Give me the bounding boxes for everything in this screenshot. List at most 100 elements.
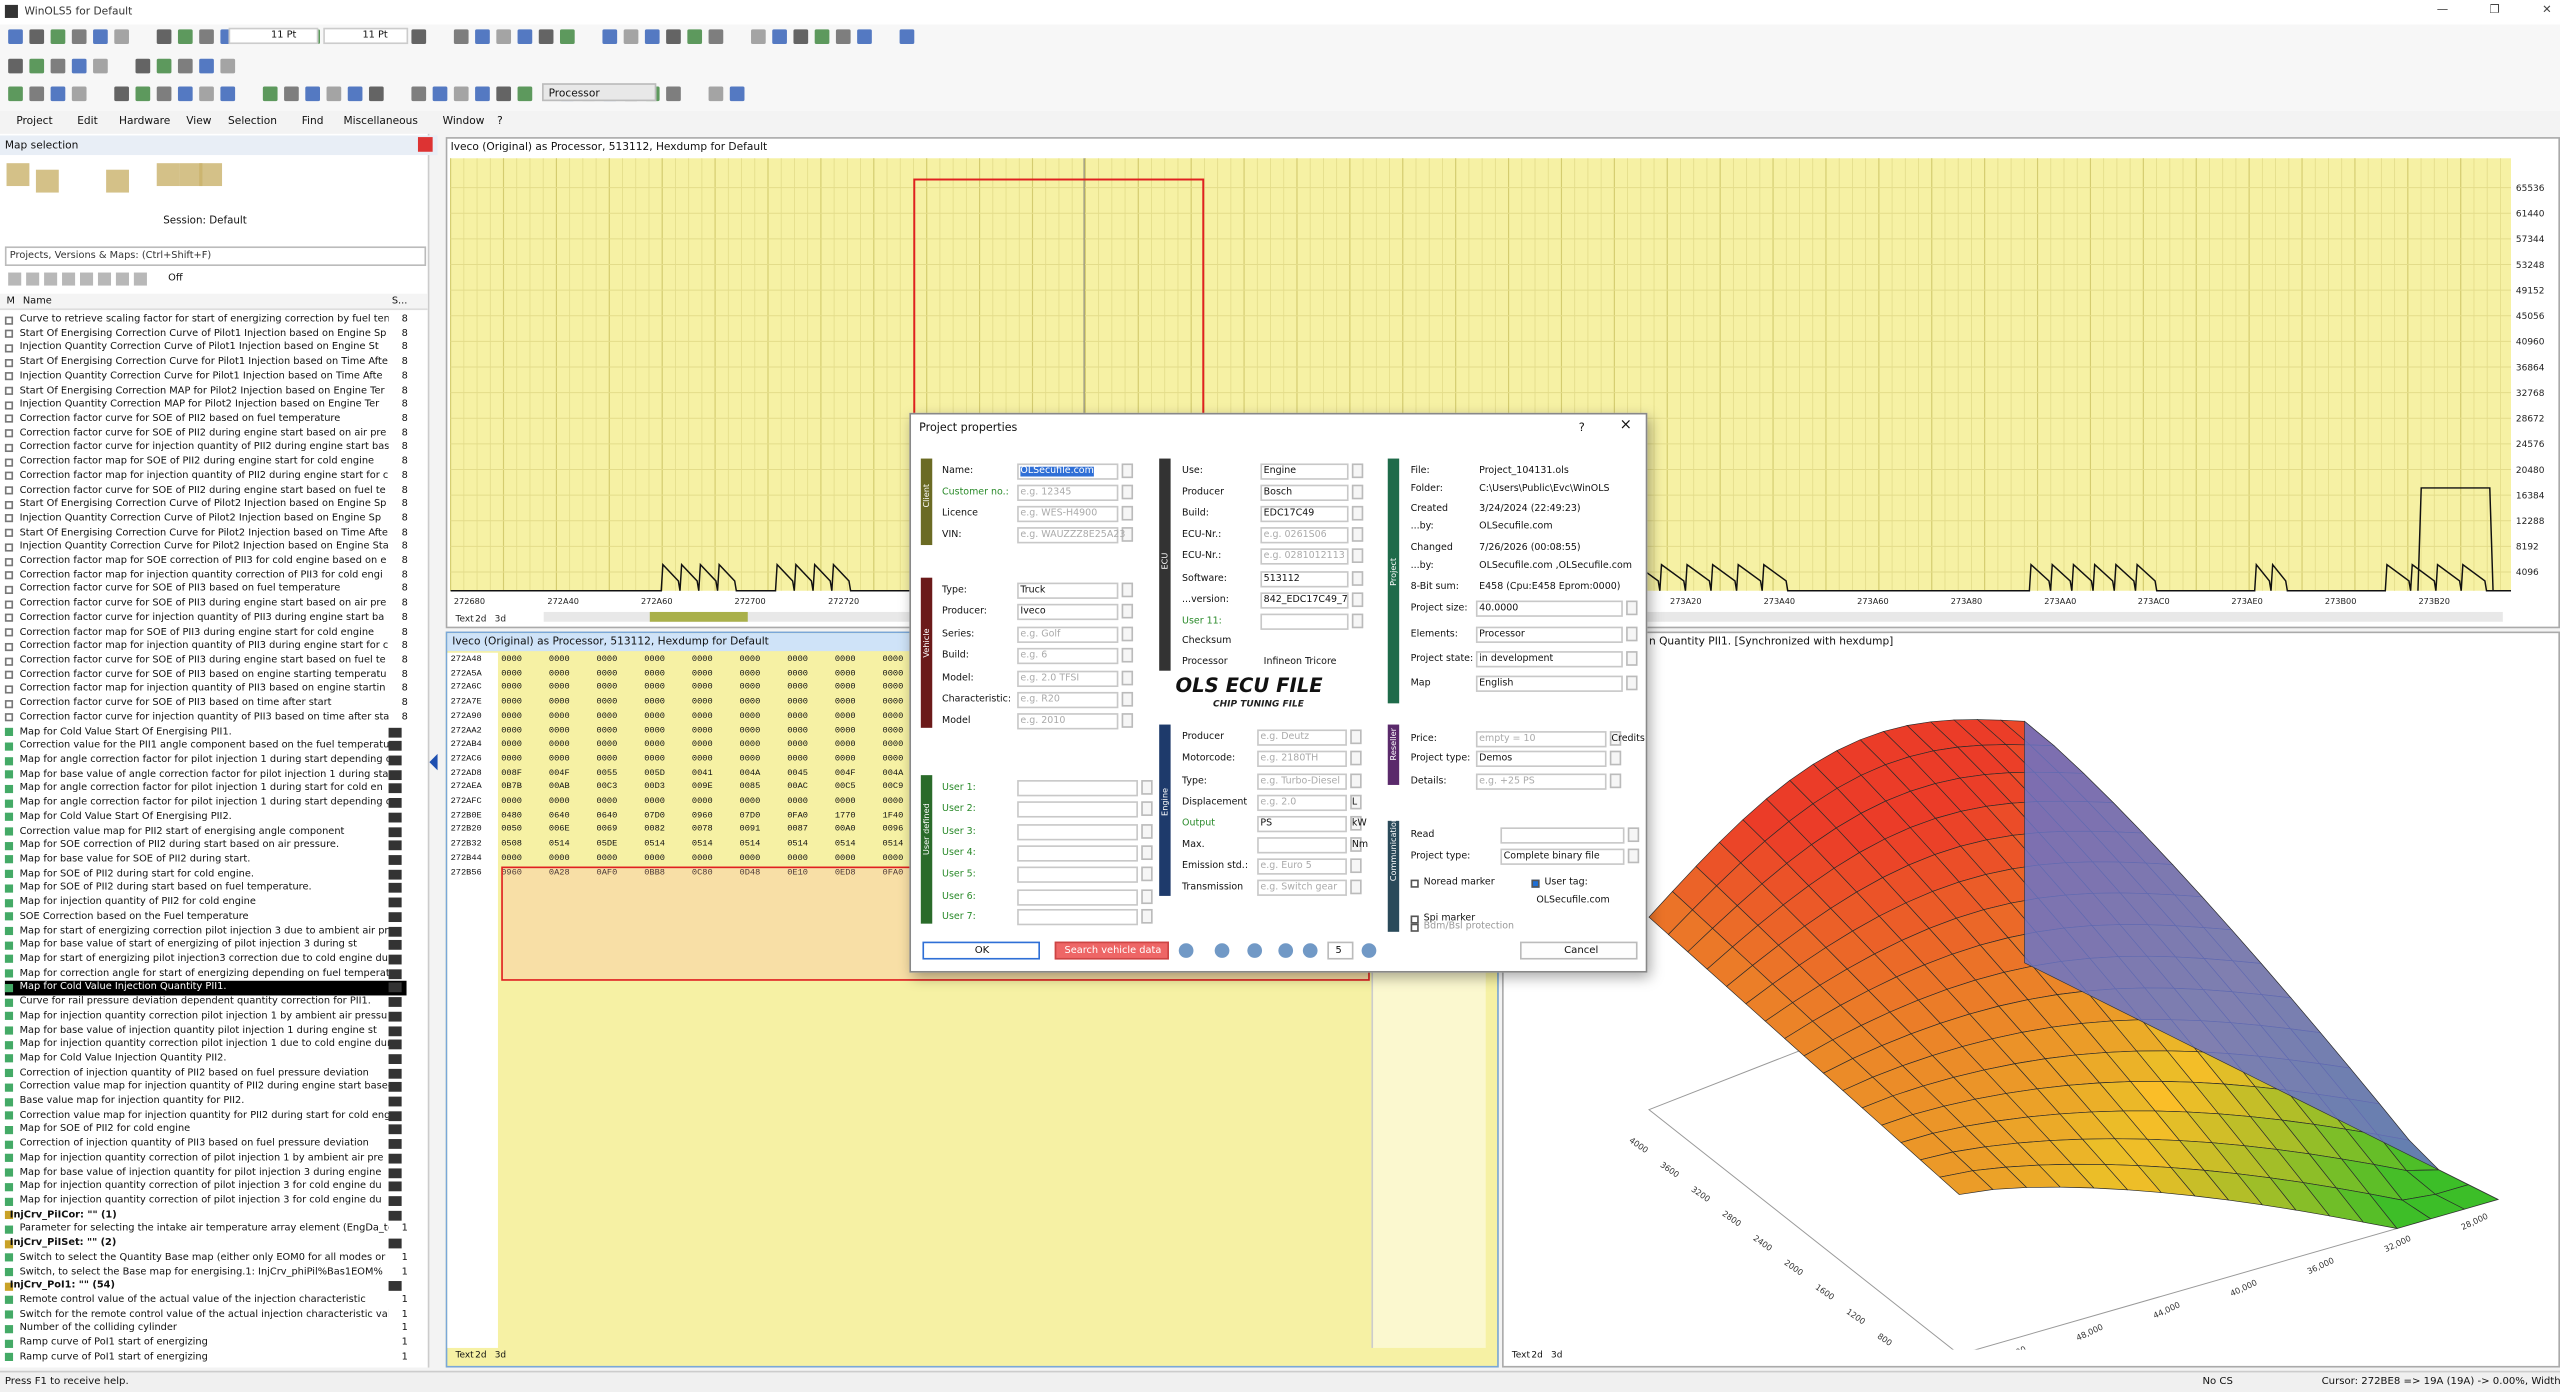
dialog-icon[interactable]	[1302, 943, 1318, 958]
filter-button[interactable]	[44, 272, 58, 286]
field-button[interactable]	[1141, 908, 1153, 924]
window-control[interactable]: ✕	[2542, 3, 2552, 17]
toolbar-button[interactable]	[29, 29, 45, 45]
toolbar-button[interactable]	[93, 58, 108, 74]
field-box[interactable]	[1017, 889, 1138, 906]
field-button[interactable]	[1626, 651, 1638, 666]
map-name[interactable]: Correction value map for injection quant…	[19, 1109, 389, 1121]
field-value[interactable]: Iveco	[1020, 607, 1046, 617]
toolbar-button[interactable]	[284, 86, 299, 102]
map-name[interactable]: Correction factor curve for injection qu…	[19, 611, 385, 624]
toolbar-button[interactable]	[666, 29, 681, 45]
field-value[interactable]: e.g. 2.0	[1260, 797, 1297, 808]
map-name[interactable]: Map for base value of start of energizin…	[19, 938, 357, 951]
field-button[interactable]	[1351, 527, 1364, 542]
map-name[interactable]: Correction factor map for injection quan…	[19, 469, 389, 482]
dialog-icon[interactable]	[1278, 943, 1294, 958]
field-button[interactable]	[1121, 670, 1134, 686]
map-name[interactable]: Switch, to select the Base map for energ…	[19, 1265, 383, 1278]
menu-item[interactable]: Selection	[228, 114, 277, 128]
toolbar-button[interactable]	[262, 86, 278, 102]
toolbar-button[interactable]	[199, 29, 214, 45]
field-value[interactable]: e.g. Switch gear	[1260, 882, 1338, 893]
element-box[interactable]	[542, 83, 657, 102]
toolbar-button[interactable]	[708, 86, 724, 102]
field-button[interactable]	[1609, 773, 1622, 789]
toolbar-button[interactable]	[199, 58, 214, 74]
checkbox[interactable]	[1410, 915, 1419, 924]
field-button[interactable]	[1121, 463, 1134, 479]
field-box[interactable]	[1017, 582, 1119, 599]
toolbar-button[interactable]	[517, 29, 533, 45]
field-button[interactable]	[1350, 729, 1362, 745]
map-name[interactable]: Start Of Energising Correction Curve of …	[19, 498, 387, 510]
dialog-icon[interactable]	[1247, 943, 1263, 958]
map-name[interactable]: Correction factor map for injection quan…	[19, 640, 389, 652]
toolbar-button[interactable]	[8, 29, 23, 45]
toolbar-button[interactable]	[347, 86, 363, 102]
field-box[interactable]	[1017, 484, 1119, 501]
map-name[interactable]: Map for injection quantity correction pi…	[19, 1009, 388, 1022]
field-box[interactable]	[1475, 731, 1607, 748]
toolbar-button[interactable]	[538, 29, 554, 45]
map-name[interactable]: Start Of Energising Correction MAP for P…	[19, 384, 385, 396]
map-name[interactable]: Map for angle correction factor for pilo…	[19, 796, 389, 808]
field-box[interactable]	[1017, 824, 1138, 841]
field-button[interactable]	[1141, 801, 1153, 816]
map-name[interactable]: Curve to retrieve scaling factor for sta…	[19, 313, 389, 325]
field-value[interactable]: Truck	[1020, 585, 1046, 596]
field-value[interactable]: e.g. 12345	[1020, 487, 1072, 498]
toolbar-button[interactable]	[772, 29, 787, 45]
field-value[interactable]: 3/24/2024 (22:49:23)	[1479, 504, 1581, 515]
field-value[interactable]: Processor	[1479, 629, 1525, 640]
field-box[interactable]	[1500, 827, 1625, 844]
field-button[interactable]	[1141, 824, 1153, 839]
toolbar-button[interactable]	[71, 86, 87, 102]
field-value[interactable]: e.g. WES-H4900	[1020, 509, 1098, 519]
map-name[interactable]: Start Of Energising Correction Curve for…	[19, 526, 388, 538]
toolbar-button[interactable]	[517, 86, 533, 102]
field-value[interactable]: Bosch	[1263, 487, 1293, 498]
toolbar-button[interactable]	[559, 29, 575, 45]
map-name[interactable]: Correction value map for injection quant…	[19, 1080, 389, 1093]
field-box[interactable]	[1017, 713, 1119, 730]
panel-icon[interactable]	[35, 169, 59, 193]
field-value[interactable]: e.g. Turbo-Diesel	[1260, 776, 1341, 787]
checkbox[interactable]	[1410, 879, 1419, 888]
toolbar-button[interactable]	[114, 86, 129, 102]
toolbar-button[interactable]	[50, 86, 66, 102]
field-box[interactable]	[1475, 600, 1623, 617]
toolbar-button[interactable]	[29, 86, 45, 102]
field-value[interactable]: Project_104131.ols	[1479, 466, 1569, 477]
map-name[interactable]: Correction value for the PII1 angle comp…	[19, 739, 389, 752]
field-box[interactable]	[1257, 773, 1347, 790]
map-name[interactable]: Map for SOE of PII2 during start based o…	[19, 881, 312, 894]
map-name[interactable]: Correction factor map for SOE of PII3 du…	[19, 626, 375, 638]
field-button[interactable]	[1609, 750, 1622, 766]
field-button[interactable]	[1626, 626, 1638, 642]
field-button[interactable]	[1351, 613, 1364, 629]
toolbar-button[interactable]	[835, 29, 851, 45]
toolbar-button[interactable]	[814, 29, 830, 45]
field-box[interactable]	[1017, 908, 1138, 926]
field-box[interactable]	[1257, 815, 1347, 833]
field-box[interactable]	[1017, 505, 1119, 523]
filter-button[interactable]	[115, 272, 129, 286]
map-name[interactable]: Map for Cold Value Start Of Energising P…	[19, 810, 232, 823]
map-name[interactable]: Ramp curve of PoI1 start of energizing	[19, 1350, 208, 1363]
field-button[interactable]	[1351, 592, 1364, 608]
field-box[interactable]	[1017, 780, 1138, 797]
map-name[interactable]: Map for injection quantity correction of…	[19, 1180, 382, 1192]
toolbar-button[interactable]	[114, 29, 129, 45]
map-name[interactable]: Injection Quantity Correction Curve for …	[19, 370, 383, 382]
field-value[interactable]: 7/26/2026 (00:08:55)	[1479, 543, 1581, 554]
field-button[interactable]	[1350, 879, 1362, 895]
toolbar-button[interactable]	[411, 29, 427, 45]
map-name[interactable]: Map for Cold Value Injection Quantity PI…	[19, 1052, 227, 1064]
map-name[interactable]: Map for injection quantity correction of…	[19, 1151, 384, 1164]
ok-label[interactable]: OK	[974, 944, 990, 957]
toolbar-button[interactable]	[623, 29, 639, 45]
toolbar-button[interactable]	[177, 58, 193, 74]
field-box[interactable]	[1017, 670, 1119, 688]
menu-item[interactable]: View	[186, 114, 212, 128]
